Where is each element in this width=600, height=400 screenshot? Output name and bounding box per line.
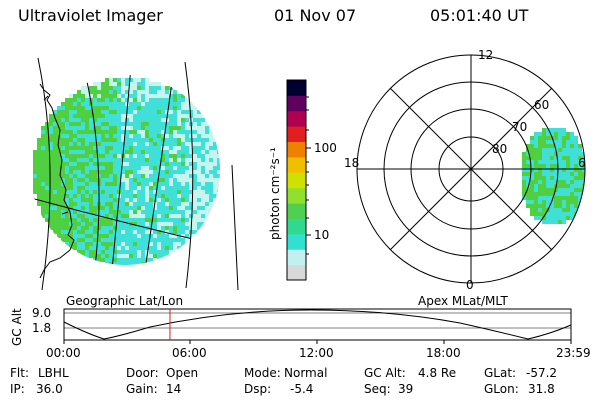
colorbar-band — [287, 110, 306, 127]
colorbar-band — [287, 156, 306, 173]
colorbar-tick-label: 100 — [314, 141, 337, 155]
colorbar-band — [287, 172, 306, 189]
coastline — [39, 83, 75, 279]
timeline-x-tick: 12:00 — [299, 346, 334, 360]
glat-value: -57.2 — [526, 366, 558, 380]
timeline-x-tick: 06:00 — [172, 346, 207, 360]
dsp-value: -5.4 — [290, 382, 314, 396]
colorbar-band — [287, 80, 306, 96]
timeline-x-tick: 18:00 — [426, 346, 461, 360]
mlt-line-diagonal — [389, 87, 553, 251]
colorbar-unit-label: photon cm⁻²s⁻¹ — [268, 147, 282, 240]
ip-value: 36.0 — [36, 382, 63, 396]
altitude-timeline — [63, 308, 572, 344]
colorbar-band — [287, 249, 306, 266]
dsp-label: Dsp: — [244, 382, 272, 396]
time-label: 05:01:40 UT — [430, 6, 529, 25]
mode-label: Mode: — [244, 366, 281, 380]
gcalt-value: 4.8 Re — [418, 366, 457, 380]
door-label: Door: — [126, 366, 159, 380]
colorbar-band — [287, 203, 306, 219]
glat-label: GLat: — [484, 366, 517, 380]
longitude-line — [231, 164, 239, 291]
altitude-curve — [63, 309, 572, 340]
colorbar-band — [287, 264, 306, 281]
flt-label: Flt: — [10, 366, 29, 380]
timeline-axis-label: GC Alt — [10, 308, 24, 346]
longitude-line — [141, 75, 176, 265]
left-map-caption: Geographic Lat/Lon — [66, 294, 184, 308]
ip-label: IP: — [10, 382, 25, 396]
timeline-x-tick: 23:59 — [556, 346, 591, 360]
mlt-label-6: 6 — [578, 156, 586, 170]
lat-label-80: 80 — [492, 142, 508, 156]
colorbar-tick-label: 10 — [314, 228, 330, 242]
lat-label-60: 60 — [534, 98, 550, 112]
glon-value: 31.8 — [528, 382, 555, 396]
colorbar-band — [287, 233, 306, 250]
longitude-line — [37, 57, 51, 291]
door-value: Open — [166, 366, 199, 380]
instrument-title: Ultraviolet Imager — [18, 6, 163, 25]
colorbar-band — [287, 95, 306, 112]
geographic-map — [30, 57, 239, 291]
longitude-line — [184, 61, 194, 289]
mlt-label-12: 12 — [478, 48, 494, 62]
mlt-label-0: 0 — [466, 278, 474, 292]
date-label: 01 Nov 07 — [274, 6, 357, 25]
longitude-line — [81, 75, 100, 265]
colorbar — [286, 79, 311, 281]
timeline-x-tick: 00:00 — [46, 346, 81, 360]
mlt-label-18: 18 — [344, 156, 360, 170]
gain-label: Gain: — [126, 382, 158, 396]
colorbar-band — [287, 126, 306, 143]
longitude-line — [109, 75, 133, 265]
gain-value: 14 — [166, 382, 182, 396]
right-map-caption: Apex MLat/MLT — [418, 294, 508, 308]
glon-label: GLon: — [484, 382, 519, 396]
colorbar-band — [287, 187, 306, 204]
timeline-y-tick: 9.0 — [32, 306, 52, 320]
seq-value: 39 — [398, 382, 414, 396]
flt-value: LBHL — [38, 366, 69, 380]
gcalt-label: GC Alt: — [364, 366, 406, 380]
lat-label-70: 70 — [512, 120, 528, 134]
colorbar-band — [287, 218, 306, 235]
mode-value: Normal — [284, 366, 328, 380]
colorbar-band — [287, 141, 306, 158]
timeline-y-tick: 1.8 — [32, 321, 52, 335]
polar-map — [356, 54, 586, 284]
seq-label: Seq: — [364, 382, 391, 396]
